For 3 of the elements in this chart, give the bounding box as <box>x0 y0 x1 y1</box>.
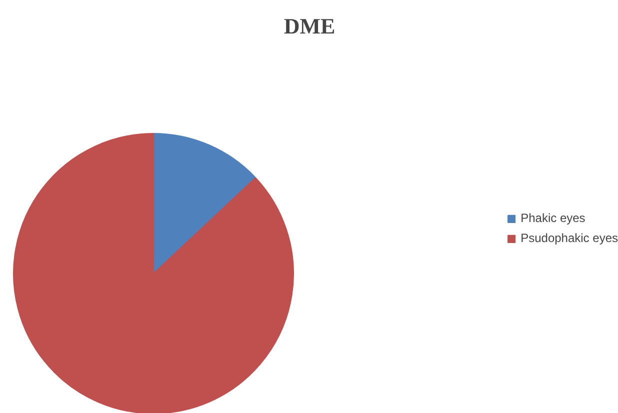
chart-title: DME <box>284 14 336 38</box>
legend-label: Psudophakic eyes <box>520 231 618 245</box>
legend-label: Phakic eyes <box>520 211 586 225</box>
